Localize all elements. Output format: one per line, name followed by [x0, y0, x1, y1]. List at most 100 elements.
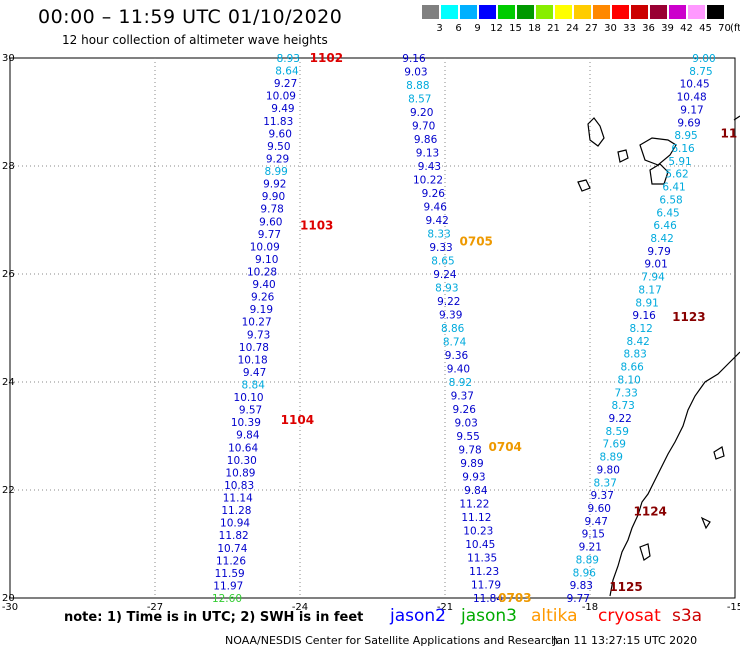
- lat-label: 24: [2, 377, 15, 388]
- swh-value: 9.24: [433, 269, 457, 281]
- swh-value: 11.22: [459, 499, 489, 511]
- swh-value: 11.12: [461, 512, 491, 524]
- swh-value: 9.26: [251, 292, 275, 304]
- swh-value: 8.12: [629, 323, 652, 335]
- scale-label: 21: [547, 23, 560, 34]
- track-id-label: 1125: [609, 580, 642, 594]
- scale-unit: (ft): [730, 23, 740, 34]
- swh-value: 9.77: [567, 593, 590, 605]
- scale-swatch: [536, 5, 553, 19]
- credit-text: NOAA/NESDIS Center for Satellite Applica…: [225, 634, 559, 647]
- legend-item-altika: altika: [531, 606, 578, 626]
- scale-label: 12: [490, 23, 503, 34]
- swh-value: 10.94: [220, 518, 250, 530]
- track-id-label: 0703: [498, 591, 531, 605]
- swh-value: 11.14: [223, 493, 253, 505]
- swh-value: 10.83: [224, 480, 254, 492]
- swh-value: 6.16: [671, 143, 695, 155]
- swh-value: 9.03: [454, 418, 477, 430]
- swh-value: 9.92: [263, 179, 286, 191]
- swh-value: 6.45: [656, 207, 679, 219]
- scale-label: 24: [566, 23, 579, 34]
- swh-value: 8.65: [431, 256, 454, 268]
- swh-value: 9.60: [588, 503, 611, 515]
- swh-value: 7.69: [603, 439, 626, 451]
- swh-value: 10.28: [247, 266, 277, 278]
- scale-label: 45: [699, 23, 712, 34]
- scale-label: 27: [585, 23, 598, 34]
- swh-value: 9.10: [255, 254, 278, 266]
- islet-a: [713, 446, 725, 460]
- swh-value: 8.89: [576, 554, 599, 566]
- swh-value: 8.75: [689, 66, 712, 78]
- swh-value: 8.64: [275, 66, 299, 78]
- swh-value: 9.84: [464, 485, 488, 497]
- track-labels: 1102 1103 1104 0705 0704 0703 1123 1124 1125 11: [281, 51, 738, 605]
- legend-item-jason3: jason3: [461, 606, 517, 626]
- lon-label: -21: [437, 602, 453, 613]
- lon-label: -24: [292, 602, 308, 613]
- scale-label: 70: [718, 23, 731, 34]
- map-frame: [9, 57, 736, 599]
- swh-value: 9.26: [422, 188, 446, 200]
- swh-value: 5.91: [668, 156, 691, 168]
- scale-swatch: [612, 5, 629, 19]
- lon-label: -27: [147, 602, 163, 613]
- track-id-label: 11: [721, 127, 738, 141]
- swh-value: 8.88: [406, 80, 429, 92]
- lat-label: 26: [2, 269, 15, 280]
- swh-value: 8.93: [277, 53, 300, 65]
- scale-label: 18: [528, 23, 541, 34]
- swh-value: 6.46: [653, 220, 677, 232]
- swh-value: 9.50: [267, 141, 290, 153]
- swh-value: 9.17: [680, 104, 703, 116]
- swh-value: 9.47: [243, 367, 266, 379]
- swh-value: 9.37: [451, 391, 474, 403]
- swh-value: 10.74: [217, 543, 247, 555]
- scale-label: 39: [661, 23, 674, 34]
- swh-value: 8.86: [441, 323, 465, 335]
- swh-value: 10.89: [225, 467, 255, 479]
- swh-value: 9.78: [458, 445, 481, 457]
- swh-value: 11.84: [473, 593, 503, 605]
- swh-value: 9.00: [692, 53, 715, 65]
- lon-label: -30: [2, 602, 18, 613]
- swh-value: 8.92: [449, 377, 472, 389]
- swh-value: 9.16: [632, 310, 656, 322]
- swh-value: 9.33: [429, 242, 452, 254]
- swh-value: 8.73: [611, 400, 634, 412]
- swh-value: 8.66: [620, 362, 644, 374]
- map-subtitle: 12 hour collection of altimeter wave hei…: [62, 33, 328, 47]
- swh-value: 8.42: [650, 233, 673, 245]
- scale-swatch: [460, 5, 477, 19]
- islet-c: [639, 543, 651, 561]
- swh-value: 9.93: [462, 472, 485, 484]
- swh-value: 11.97: [213, 580, 243, 592]
- swh-value: 9.89: [460, 458, 483, 470]
- swh-value: 8.95: [674, 130, 697, 142]
- swh-value: 9.16: [402, 53, 426, 65]
- swh-value: 7.33: [614, 387, 637, 399]
- scale-label: 9: [474, 23, 481, 34]
- swh-value: 9.70: [412, 121, 435, 133]
- swh-value: 9.60: [269, 128, 292, 140]
- swh-value: 9.55: [456, 431, 479, 443]
- scale-label: 6: [455, 23, 462, 34]
- swh-value: 11.35: [467, 553, 497, 565]
- scale-swatch: [479, 5, 496, 19]
- swh-value: 9.03: [404, 67, 427, 79]
- swh-value: 8.17: [638, 284, 661, 296]
- swh-value: 9.37: [591, 490, 614, 502]
- swh-value: 11.59: [215, 568, 245, 580]
- swh-value: 11.83: [263, 116, 293, 128]
- swh-value: 10.48: [677, 92, 707, 104]
- legend-item-jason2: jason2: [390, 606, 446, 626]
- swh-value: 8.96: [573, 567, 597, 579]
- swh-value: 10.23: [463, 526, 493, 538]
- swh-value: 9.77: [258, 229, 281, 241]
- swh-value: 8.57: [408, 94, 431, 106]
- swh-value: 10.18: [238, 354, 268, 366]
- scale-label: 3: [436, 23, 443, 34]
- swh-value: 11.82: [219, 530, 249, 542]
- swh-value: 10.22: [413, 175, 443, 187]
